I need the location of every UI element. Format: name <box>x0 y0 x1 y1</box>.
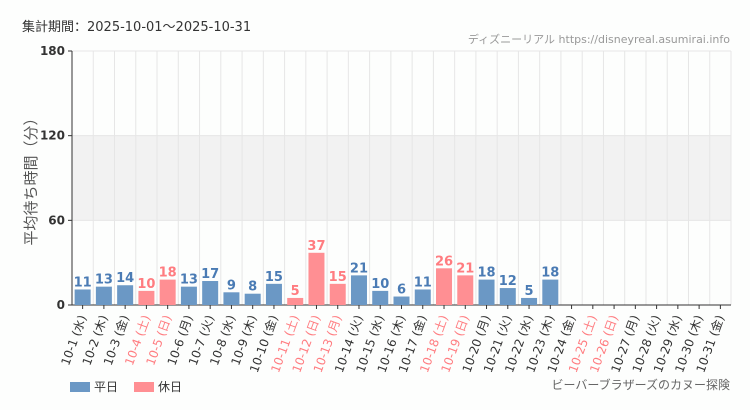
legend: 平日 休日 <box>70 378 182 395</box>
bar <box>372 290 389 305</box>
data-label: 18 <box>541 266 559 281</box>
bar <box>223 292 240 305</box>
y-tick-label: 0 <box>57 298 65 312</box>
data-label: 14 <box>116 271 134 286</box>
bar <box>521 297 538 305</box>
y-tick-label: 120 <box>40 129 65 143</box>
legend-weekday: 平日 <box>70 378 118 395</box>
data-label: 10 <box>137 277 155 292</box>
y-axis-label: 平均待ち時間（分） <box>22 110 40 245</box>
bar <box>138 290 155 305</box>
y-tick-label: 180 <box>40 44 65 58</box>
data-label: 9 <box>227 278 236 293</box>
bar <box>74 289 91 305</box>
data-label: 5 <box>525 284 534 299</box>
data-label: 18 <box>477 266 495 281</box>
data-label: 6 <box>397 283 406 298</box>
data-label: 13 <box>180 273 198 288</box>
data-label: 37 <box>307 239 325 254</box>
legend-holiday: 休日 <box>134 378 182 395</box>
bar <box>265 283 282 305</box>
bar <box>478 279 495 305</box>
period-label: 集計期間：2025-10-01～2025-10-31 <box>22 20 252 35</box>
bar <box>180 286 197 305</box>
bar <box>414 289 431 305</box>
bar <box>244 293 261 305</box>
legend-label-holiday: 休日 <box>158 380 183 394</box>
data-label: 17 <box>201 267 219 282</box>
data-label: 26 <box>435 254 453 269</box>
bar <box>350 275 367 305</box>
data-label: 21 <box>456 261 474 276</box>
data-label: 8 <box>248 280 257 295</box>
bar <box>436 268 453 305</box>
bar <box>329 283 346 305</box>
bar <box>542 279 559 305</box>
bar <box>95 286 112 305</box>
data-label: 13 <box>95 273 113 288</box>
data-label: 11 <box>74 275 92 290</box>
bar <box>308 252 325 305</box>
data-label: 11 <box>414 275 432 290</box>
data-label: 5 <box>291 284 300 299</box>
legend-swatch-weekday <box>70 381 90 392</box>
bar <box>159 279 176 305</box>
bar <box>499 288 516 305</box>
bar <box>393 296 410 305</box>
data-label: 18 <box>159 266 177 281</box>
data-label: 15 <box>265 270 283 285</box>
data-label: 12 <box>499 274 517 289</box>
legend-label-weekday: 平日 <box>94 380 119 394</box>
y-tick-label: 60 <box>48 213 65 227</box>
bar <box>287 297 304 305</box>
legend-swatch-holiday <box>134 381 155 392</box>
bar <box>457 275 474 305</box>
attraction-name: ビーバーブラザーズのカヌー探険 <box>551 378 730 392</box>
data-label: 15 <box>329 270 347 285</box>
data-label: 10 <box>371 277 389 292</box>
bar <box>117 285 134 305</box>
band-60-120 <box>72 135 731 221</box>
site-credit: ディズニーリアル https://disneyreal.asumirai.inf… <box>467 33 730 46</box>
bar <box>202 281 219 305</box>
data-label: 21 <box>350 261 368 276</box>
